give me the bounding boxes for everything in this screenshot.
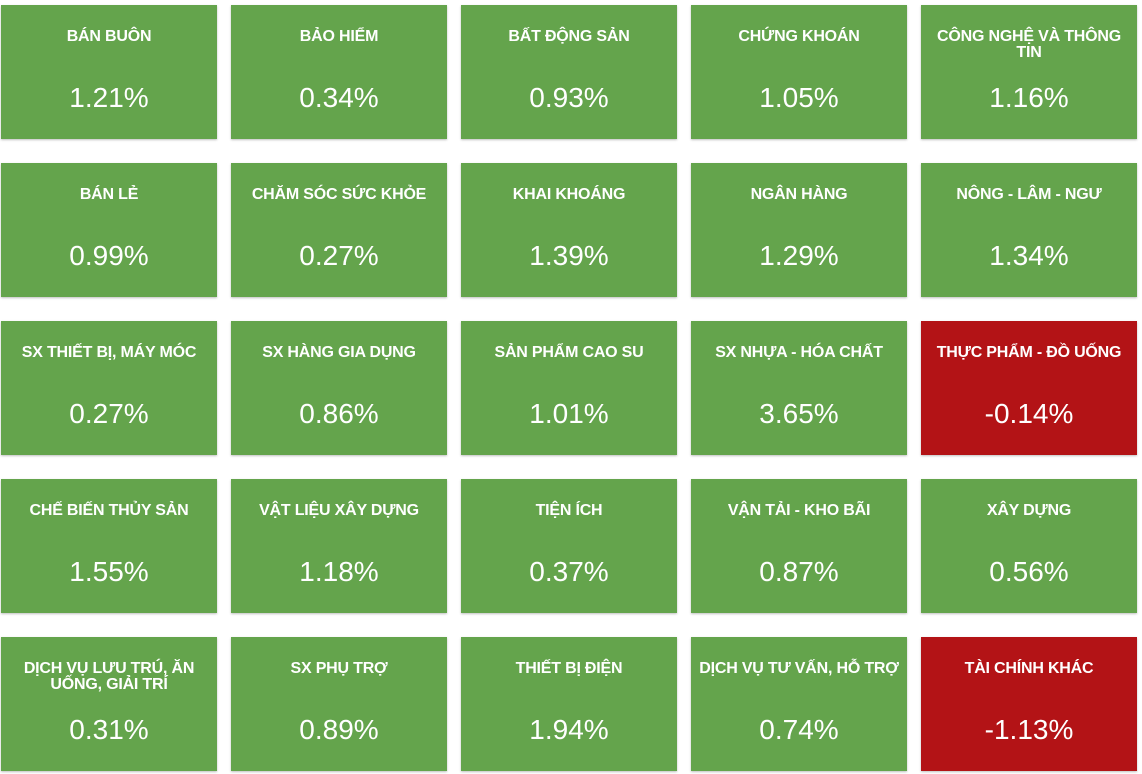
sector-name: CHỨNG KHOÁN — [738, 28, 860, 45]
sector-tile[interactable]: NGÂN HÀNG 1.29% — [691, 163, 907, 297]
sector-change: 3.65% — [759, 398, 839, 429]
sector-change: -0.14% — [984, 398, 1074, 429]
sector-change: 1.29% — [759, 240, 839, 271]
sector-change: 0.56% — [989, 556, 1069, 587]
sector-tile[interactable]: DỊCH VỤ LƯU TRÚ, ĂN UỐNG, GIẢI TRÍ 0.31% — [1, 637, 217, 771]
sector-tile[interactable]: DỊCH VỤ TƯ VẤN, HỖ TRỢ 0.74% — [691, 637, 907, 771]
sector-change: 0.34% — [299, 82, 379, 113]
sector-tile[interactable]: SẢN PHẨM CAO SU 1.01% — [461, 321, 677, 455]
sector-change: 1.55% — [69, 556, 149, 587]
sector-name: VẬN TẢI - KHO BÃI — [727, 502, 871, 519]
sector-tile[interactable]: VẬN TẢI - KHO BÃI 0.87% — [691, 479, 907, 613]
sector-name: BÁN LẺ — [79, 186, 139, 203]
sector-tile[interactable]: BẢO HIỂM 0.34% — [231, 5, 447, 139]
sector-tile[interactable]: NÔNG - LÂM - NGƯ 1.34% — [921, 163, 1137, 297]
sector-tile[interactable]: SX NHỰA - HÓA CHẤT 3.65% — [691, 321, 907, 455]
sector-name: TIỆN ÍCH — [535, 502, 603, 519]
sector-change: -1.13% — [984, 714, 1074, 745]
sector-change: 1.18% — [299, 556, 379, 587]
sector-name: BẢO HIỂM — [299, 28, 379, 45]
sector-tile[interactable]: TIỆN ÍCH 0.37% — [461, 479, 677, 613]
sector-change: 0.86% — [299, 398, 379, 429]
sector-tile[interactable]: XÂY DỰNG 0.56% — [921, 479, 1137, 613]
sector-tile[interactable]: CHỨNG KHOÁN 1.05% — [691, 5, 907, 139]
sector-tile[interactable]: CÔNG NGHỆ VÀ THÔNG TIN 1.16% — [921, 5, 1137, 139]
sector-tile[interactable]: BÁN BUÔN 1.21% — [1, 5, 217, 139]
sector-change: 1.21% — [69, 82, 149, 113]
sector-name: DỊCH VỤ LƯU TRÚ, ĂN UỐNG, GIẢI TRÍ — [23, 660, 195, 693]
sector-name: NGÂN HÀNG — [750, 186, 848, 203]
sector-name: BẤT ĐỘNG SẢN — [508, 28, 630, 45]
sector-tile[interactable]: CHẾ BIẾN THỦY SẢN 1.55% — [1, 479, 217, 613]
sector-name: SẢN PHẨM CAO SU — [494, 344, 644, 361]
sector-tile[interactable]: BẤT ĐỘNG SẢN 0.93% — [461, 5, 677, 139]
sector-tile[interactable]: BÁN LẺ 0.99% — [1, 163, 217, 297]
sector-change: 0.31% — [69, 714, 149, 745]
sector-change: 0.74% — [759, 714, 839, 745]
sector-heatmap: BÁN BUÔN 1.21% BẢO HIỂM 0.34% BẤT ĐỘNG S… — [0, 5, 1137, 771]
sector-change: 0.89% — [299, 714, 379, 745]
sector-tile[interactable]: THIẾT BỊ ĐIỆN 1.94% — [461, 637, 677, 771]
sector-name: SX HÀNG GIA DỤNG — [262, 344, 416, 361]
sector-name: VẬT LIỆU XÂY DỰNG — [259, 502, 419, 519]
sector-name: DỊCH VỤ TƯ VẤN, HỖ TRỢ — [699, 660, 899, 677]
sector-name: NÔNG - LÂM - NGƯ — [956, 186, 1102, 203]
sector-name: SX PHỤ TRỢ — [290, 660, 388, 677]
sector-name: BÁN BUÔN — [66, 28, 152, 45]
sector-change: 0.27% — [69, 398, 149, 429]
sector-change: 1.01% — [529, 398, 609, 429]
sector-change: 1.16% — [989, 82, 1069, 113]
sector-change: 1.34% — [989, 240, 1069, 271]
sector-tile[interactable]: THỰC PHẨM - ĐỒ UỐNG -0.14% — [921, 321, 1137, 455]
sector-tile[interactable]: SX HÀNG GIA DỤNG 0.86% — [231, 321, 447, 455]
sector-name: THỰC PHẨM - ĐỒ UỐNG — [936, 344, 1122, 361]
sector-name: XÂY DỰNG — [986, 502, 1072, 519]
sector-tile[interactable]: KHAI KHOÁNG 1.39% — [461, 163, 677, 297]
sector-name: SX NHỰA - HÓA CHẤT — [715, 344, 883, 361]
sector-change: 0.37% — [529, 556, 609, 587]
sector-name: CHẾ BIẾN THỦY SẢN — [29, 502, 189, 519]
sector-change: 1.39% — [529, 240, 609, 271]
sector-tile[interactable]: VẬT LIỆU XÂY DỰNG 1.18% — [231, 479, 447, 613]
sector-change: 0.87% — [759, 556, 839, 587]
sector-change: 1.05% — [759, 82, 839, 113]
sector-tile[interactable]: SX THIẾT BỊ, MÁY MÓC 0.27% — [1, 321, 217, 455]
sector-name: SX THIẾT BỊ, MÁY MÓC — [21, 344, 197, 361]
sector-change: 0.93% — [529, 82, 609, 113]
sector-tile[interactable]: CHĂM SÓC SỨC KHỎE 0.27% — [231, 163, 447, 297]
sector-name: KHAI KHOÁNG — [512, 186, 626, 203]
sector-name: CHĂM SÓC SỨC KHỎE — [251, 186, 427, 203]
sector-tile[interactable]: TÀI CHÍNH KHÁC -1.13% — [921, 637, 1137, 771]
sector-change: 1.94% — [529, 714, 609, 745]
sector-name: THIẾT BỊ ĐIỆN — [515, 660, 623, 677]
sector-change: 0.27% — [299, 240, 379, 271]
sector-tile[interactable]: SX PHỤ TRỢ 0.89% — [231, 637, 447, 771]
sector-name: TÀI CHÍNH KHÁC — [964, 660, 1094, 677]
sector-name: CÔNG NGHỆ VÀ THÔNG TIN — [937, 28, 1121, 61]
sector-change: 0.99% — [69, 240, 149, 271]
